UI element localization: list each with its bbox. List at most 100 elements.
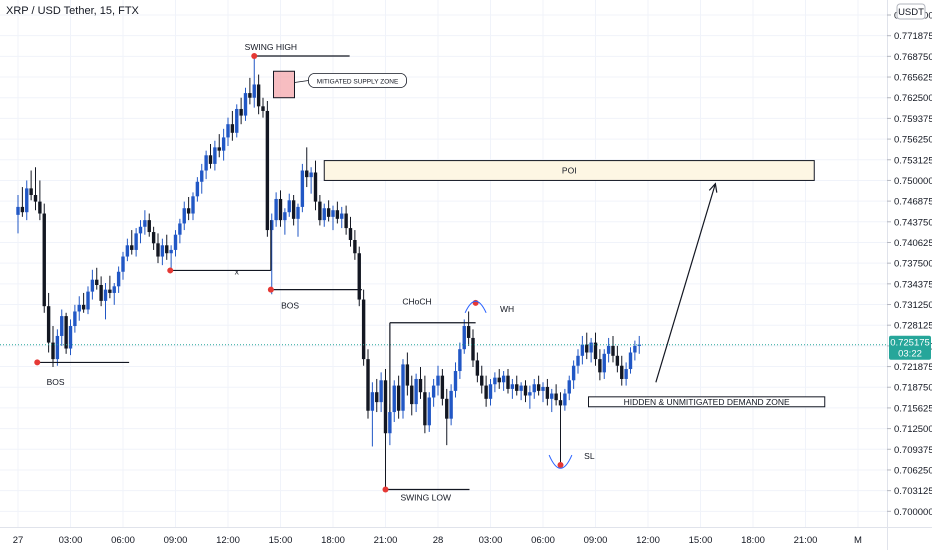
candle-body xyxy=(431,385,436,398)
candle-body xyxy=(217,147,221,151)
price-axis[interactable]: 0.7750000.7718750.7687500.7656250.762500… xyxy=(887,11,932,518)
candle-body xyxy=(366,359,370,411)
time-tick-label: 18:00 xyxy=(321,535,345,546)
price-tick-label: 0.753125 xyxy=(894,155,932,166)
candle-body xyxy=(550,393,554,399)
time-tick-label: 12:00 xyxy=(216,535,240,546)
candle-body xyxy=(396,385,401,411)
candle-body xyxy=(506,375,510,389)
candle-body xyxy=(357,253,361,300)
price-tick-label: 0.709375 xyxy=(894,445,932,456)
candle-body xyxy=(370,392,375,411)
liquidity-marker xyxy=(167,267,174,274)
candle-body xyxy=(401,364,405,411)
candle-body xyxy=(545,386,550,399)
time-tick-label: 09:00 xyxy=(164,535,188,546)
candle-body xyxy=(576,355,580,366)
price-tick-label: 0.746875 xyxy=(894,197,932,208)
time-tick-label: 09:00 xyxy=(584,535,608,546)
price-tick-label: 0.756250 xyxy=(894,135,932,146)
candle-body xyxy=(38,201,42,214)
candle-body xyxy=(29,188,33,195)
candle-body xyxy=(585,344,589,353)
candle-body xyxy=(103,289,108,301)
candle-body xyxy=(165,245,169,254)
candle-body xyxy=(169,249,173,254)
candle-body xyxy=(147,220,151,233)
candle-body xyxy=(116,271,121,287)
candle-body xyxy=(633,345,637,353)
candle-body xyxy=(213,147,217,164)
candle-body xyxy=(480,375,484,386)
price-tick-label: 0.737500 xyxy=(894,259,932,270)
time-tick-label: 06:00 xyxy=(531,535,555,546)
stop-loss-marker xyxy=(557,461,564,468)
candle-body xyxy=(16,206,20,215)
price-tick-label: 0.712500 xyxy=(894,424,932,435)
zone-box xyxy=(273,70,295,99)
candle-body xyxy=(81,304,86,310)
candle-body xyxy=(440,375,445,399)
price-tick-label: 0.771875 xyxy=(894,31,932,42)
candle-body xyxy=(335,210,340,219)
candle-body xyxy=(501,375,506,383)
candle-body xyxy=(611,345,615,356)
price-tick-label: 0.721875 xyxy=(894,362,932,373)
candle-body xyxy=(300,170,305,207)
candle-body xyxy=(90,279,95,292)
candle-body xyxy=(405,364,410,386)
time-tick-label: 03:00 xyxy=(59,535,83,546)
candle-body xyxy=(458,349,462,372)
price-tick-label: 0.700000 xyxy=(894,507,932,518)
candle-body xyxy=(453,371,458,391)
candle-body xyxy=(51,342,55,360)
zones: POI HIDDEN & UNMITIGATED DEMAND ZONE xyxy=(273,70,826,408)
candle-body xyxy=(423,392,427,426)
candle-body xyxy=(475,360,480,376)
time-tick-label: 27 xyxy=(13,535,24,546)
candle-body xyxy=(628,352,633,370)
price-tick-label: 0.731250 xyxy=(894,300,932,311)
candle-body xyxy=(615,355,620,366)
candle-body xyxy=(235,108,239,133)
candle-body xyxy=(296,206,300,219)
candle-body xyxy=(173,234,178,250)
candle-body xyxy=(208,155,213,164)
candle-body xyxy=(112,286,116,293)
price-tick-label: 0.762500 xyxy=(894,93,932,104)
price-tick-label: 0.734375 xyxy=(894,279,932,290)
candle-body xyxy=(226,124,230,138)
weak-high-label: CHoCH xyxy=(402,297,431,307)
candle-body xyxy=(580,344,585,356)
bos-label-2: BOS xyxy=(281,300,299,310)
candle-body xyxy=(563,393,567,406)
candle-body xyxy=(322,208,326,221)
candle-body xyxy=(25,188,29,213)
time-tick-label: 15:00 xyxy=(269,535,293,546)
candle-body xyxy=(589,342,593,353)
candle-body xyxy=(375,392,379,403)
candle-body xyxy=(252,84,256,98)
candle-body xyxy=(230,124,235,133)
candle-body xyxy=(121,256,125,272)
currency-button[interactable]: USDT xyxy=(896,3,926,20)
candle-body xyxy=(383,380,388,434)
price-tick-label: 0.765625 xyxy=(894,73,932,84)
time-axis[interactable]: 27 03:00 06:00 09:00 12:00 15:00 18:00 21:00 28 0… xyxy=(13,535,862,546)
candle-body xyxy=(436,375,440,386)
time-tick-label: M xyxy=(854,535,862,546)
gridlines xyxy=(0,0,887,527)
zone-box xyxy=(323,160,815,181)
candle-body xyxy=(449,390,453,419)
candle-body xyxy=(318,201,322,221)
candle-body xyxy=(353,239,357,254)
price-tick-label: 0.703125 xyxy=(894,486,932,497)
candle-body xyxy=(64,316,68,349)
candle-body xyxy=(305,170,309,178)
price-tick-label: 0.740625 xyxy=(894,238,932,249)
swing-high-label: SWING HIGH xyxy=(245,42,297,52)
candle-body xyxy=(427,397,431,426)
time-tick-label: 12:00 xyxy=(636,535,660,546)
